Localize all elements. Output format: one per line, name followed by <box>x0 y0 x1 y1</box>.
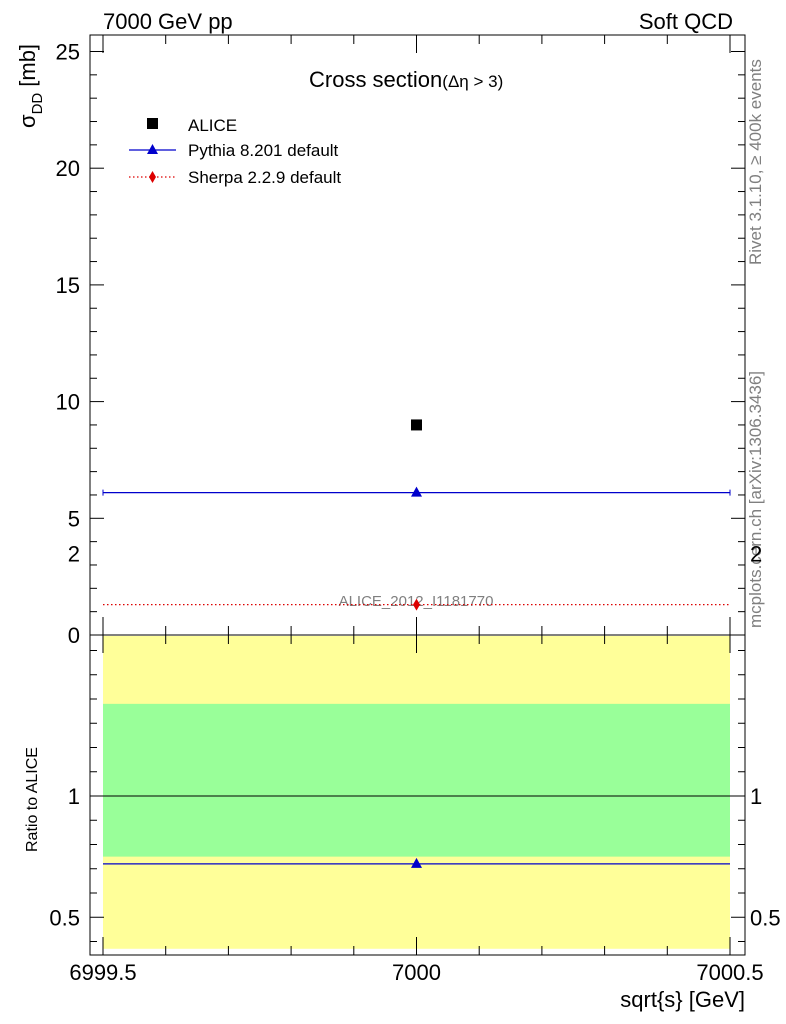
ratio-y-tick-label-left: 0.5 <box>49 905 80 930</box>
x-tick-label: 7000.5 <box>696 960 763 985</box>
main-y-axis-label: σDD[mb] <box>15 44 46 128</box>
main-y-tick-label: 25 <box>56 40 80 65</box>
pythia-ratio-point <box>411 857 422 868</box>
main-y-tick-label: 10 <box>56 390 80 415</box>
legend-label-pythia: Pythia 8.201 default <box>188 141 339 160</box>
rivet-version-label: Rivet 3.1.10, ≥ 400k events <box>746 59 765 265</box>
legend-label-alice: ALICE <box>188 116 237 135</box>
main-y-tick-label: 20 <box>56 156 80 181</box>
plot-title: Cross section(Δη > 3) <box>309 67 503 92</box>
main-y-tick-label: 15 <box>56 273 80 298</box>
ratio-plot-area: 0.5 0.5 1 1 2 2 6999.5 7000 7000.5 <box>49 542 780 986</box>
legend: ALICE Pythia 8.201 default Sherpa 2.2.9 … <box>129 116 341 187</box>
ratio-plot-frame <box>89 634 746 956</box>
x-tick-label: 7000 <box>392 960 441 985</box>
stat-uncertainty-band <box>103 703 730 857</box>
x-axis-label: sqrt{s} [GeV] <box>620 987 745 1012</box>
main-y-tick-label: 0 <box>68 623 80 648</box>
main-plot-area: 0 5 10 15 20 25 <box>56 34 746 648</box>
mcplots-label: mcplots.cern.ch [arXiv:1306.3436] <box>746 371 765 628</box>
ratio-y-tick-label-left: 2 <box>68 542 80 567</box>
ratio-y-tick-label-left: 1 <box>68 784 80 809</box>
header-left: 7000 GeV pp <box>103 9 233 34</box>
ratio-y-tick-label-right: 1 <box>750 784 762 809</box>
header-right: Soft QCD <box>639 9 733 34</box>
legend-marker-alice <box>147 118 158 129</box>
pythia-point <box>411 486 422 497</box>
main-y-tick-label: 5 <box>68 506 80 531</box>
x-tick-label: 6999.5 <box>69 960 136 985</box>
legend-label-sherpa: Sherpa 2.2.9 default <box>188 168 341 187</box>
ratio-y-axis-label: Ratio to ALICE <box>24 747 41 852</box>
legend-marker-sherpa <box>149 171 156 183</box>
ratio-y-tick-label-right: 0.5 <box>750 905 781 930</box>
ratio-y-tick-label-right: 2 <box>750 542 762 567</box>
legend-marker-pythia <box>147 144 158 154</box>
sherpa-point <box>413 598 420 611</box>
alice-point <box>411 419 422 431</box>
